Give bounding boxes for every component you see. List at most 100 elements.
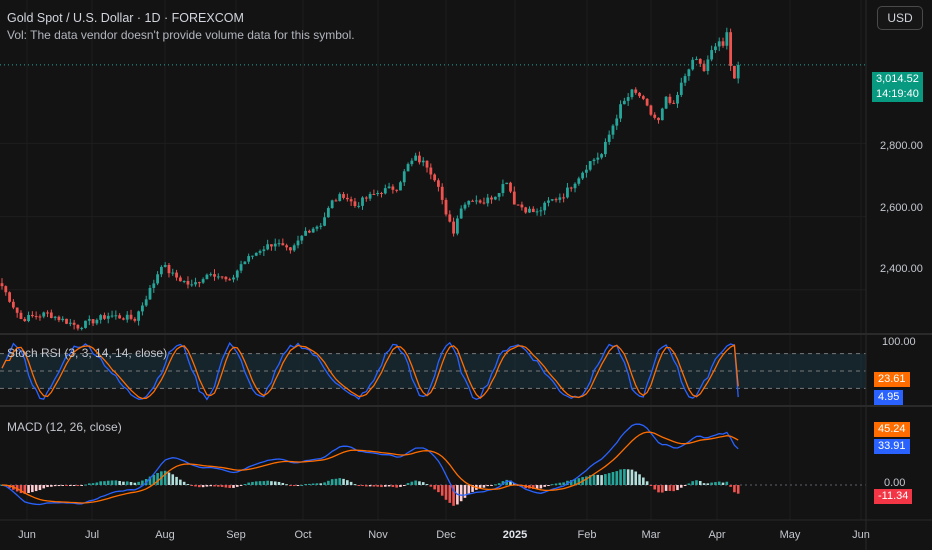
macd-histogram-bar: [569, 480, 573, 485]
symbol-title[interactable]: Gold Spot / U.S. Dollar · 1D · FOREXCOM: [7, 11, 244, 25]
macd-label[interactable]: MACD (12, 26, close): [7, 420, 122, 434]
candle: [190, 284, 194, 286]
stoch-rsi-pane[interactable]: [0, 341, 866, 401]
macd-histogram-bar: [626, 469, 630, 485]
macd-histogram-bar: [592, 474, 596, 485]
macd-histogram-bar: [38, 485, 42, 491]
candle: [698, 58, 702, 64]
macd-histogram-bar: [558, 482, 562, 485]
candle: [425, 160, 429, 168]
time-axis-label: Apr: [708, 529, 726, 541]
macd-histogram-bar: [353, 484, 357, 486]
candle: [596, 157, 600, 160]
macd-pane[interactable]: [0, 423, 866, 506]
candle: [619, 104, 622, 119]
macd-histogram-bar: [725, 481, 729, 485]
macd-histogram-bar: [179, 479, 182, 485]
macd-histogram-bar: [668, 485, 672, 491]
candle: [114, 315, 118, 317]
candle: [148, 287, 152, 300]
candle: [254, 252, 258, 256]
candle: [577, 178, 581, 184]
candle: [478, 200, 482, 203]
macd-histogram-bar: [365, 485, 368, 487]
price-pane[interactable]: [0, 27, 866, 331]
candle: [437, 180, 440, 187]
macd-histogram-bar: [702, 483, 706, 485]
macd-histogram-bar: [414, 480, 417, 485]
candle: [76, 324, 80, 329]
macd-histogram-bar: [691, 481, 694, 485]
macd-histogram-bar: [452, 485, 455, 506]
macd-histogram-bar: [50, 485, 53, 487]
candle: [197, 282, 201, 284]
candle: [733, 65, 736, 79]
candle: [717, 41, 721, 47]
macd-histogram-bar: [638, 474, 641, 485]
candle: [433, 174, 437, 181]
candle: [110, 315, 114, 317]
macd-histogram-bar: [323, 482, 326, 485]
candle: [296, 240, 300, 246]
currency-button[interactable]: USD: [877, 6, 923, 30]
macd-histogram-bar: [437, 485, 440, 493]
macd-histogram-bar: [615, 471, 619, 485]
stoch-d-tag: 23.61: [874, 372, 910, 387]
candle: [4, 286, 8, 293]
macd-histogram-bar: [198, 485, 201, 488]
candle: [262, 249, 266, 252]
time-axis-label: May: [779, 529, 801, 541]
macd-histogram-bar: [539, 485, 543, 489]
macd-histogram-bar: [710, 482, 713, 485]
macd-histogram-bar: [327, 480, 330, 485]
candle: [706, 59, 710, 71]
candle: [91, 319, 95, 324]
candle: [611, 125, 615, 135]
macd-histogram-bar: [600, 475, 603, 485]
macd-histogram-bar: [596, 474, 600, 485]
candle: [554, 199, 558, 201]
macd-histogram-bar: [235, 485, 239, 487]
candle: [683, 76, 687, 83]
candle: [334, 200, 338, 202]
macd-histogram-bar: [133, 482, 137, 485]
macd-histogram-bar: [531, 485, 535, 489]
candle: [729, 32, 733, 66]
candle: [467, 200, 471, 205]
macd-histogram-bar: [683, 485, 687, 486]
candle: [429, 167, 433, 175]
macd-signal-tag: 45.24: [874, 422, 910, 437]
macd-histogram-bar: [262, 481, 266, 485]
candle: [156, 274, 159, 284]
candle: [319, 225, 323, 227]
price-axis-label: 2,800.00: [880, 140, 923, 152]
macd-histogram-bar: [372, 485, 376, 487]
candle: [679, 82, 683, 95]
macd-histogram-bar: [217, 485, 220, 487]
macd-histogram-bar: [672, 485, 675, 492]
candle: [19, 312, 23, 319]
macd-histogram-bar: [171, 474, 175, 485]
stoch-rsi-label[interactable]: Stoch RSI (3, 3, 14, 14, close): [7, 346, 168, 360]
macd-histogram-bar: [103, 481, 106, 485]
macd-histogram-bar: [714, 482, 717, 485]
candle: [588, 161, 592, 170]
macd-histogram-bar: [129, 482, 133, 485]
candle: [497, 193, 501, 197]
candle: [15, 307, 19, 313]
time-axis-label: Oct: [294, 529, 312, 541]
candle: [463, 204, 467, 209]
macd-histogram-bar: [148, 476, 152, 485]
macd-histogram-bar: [736, 485, 740, 494]
candle: [95, 319, 99, 324]
time-axis-label: Jun: [18, 529, 36, 541]
candle: [452, 221, 455, 234]
macd-histogram-bar: [110, 480, 114, 485]
macd-histogram-bar: [285, 484, 288, 486]
macd-histogram-bar: [497, 483, 501, 485]
macd-histogram-bar: [91, 483, 95, 485]
macd-histogram-bar: [99, 481, 102, 485]
macd-histogram-bar: [224, 485, 228, 488]
